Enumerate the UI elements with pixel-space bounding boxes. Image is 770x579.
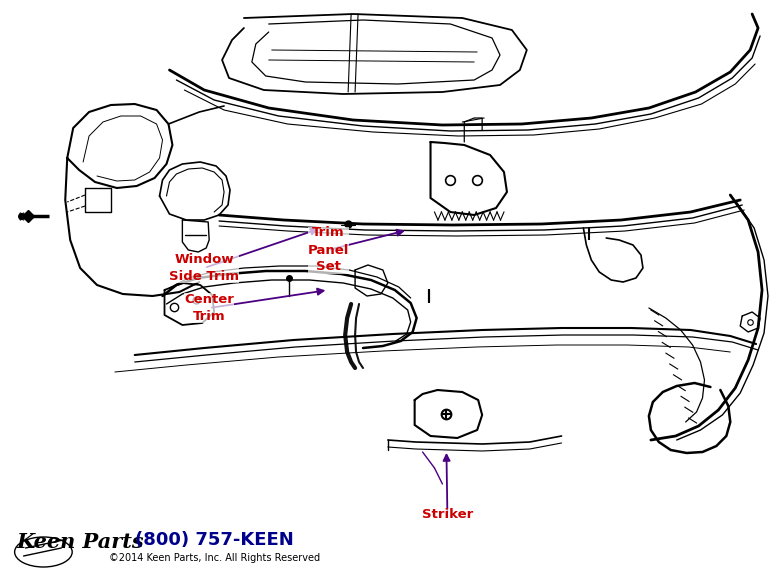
Text: Striker: Striker [422, 508, 473, 522]
Text: (800) 757-KEEN: (800) 757-KEEN [135, 531, 293, 549]
Text: Trim
Panel
Set: Trim Panel Set [307, 226, 349, 273]
Text: ©2014 Keen Parts, Inc. All Rights Reserved: ©2014 Keen Parts, Inc. All Rights Reserv… [109, 553, 320, 563]
Text: Keen Parts: Keen Parts [16, 532, 144, 552]
Text: Center
Trim: Center Trim [184, 293, 234, 323]
Text: Window
Side Trim: Window Side Trim [169, 253, 239, 283]
